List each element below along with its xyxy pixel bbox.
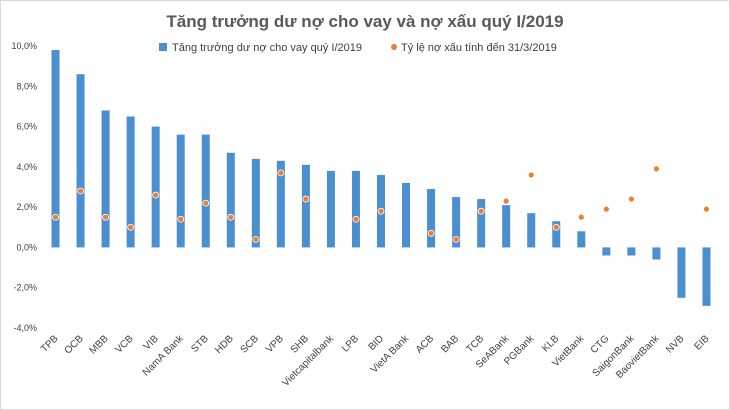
bar (627, 247, 636, 256)
category-label: TPB (39, 333, 61, 355)
data-point (277, 169, 285, 177)
y-tick-label: 6,0% (16, 122, 37, 132)
data-point (127, 223, 135, 231)
bar (326, 170, 335, 248)
category-label: TCB (464, 333, 486, 355)
legend-dot-label: Tỷ lệ nợ xấu tính đến 31/3/2019 (401, 42, 557, 54)
bar (351, 170, 360, 248)
data-point (152, 191, 160, 199)
bar (702, 247, 711, 306)
bar (201, 134, 210, 248)
data-point (102, 213, 109, 221)
bar (151, 126, 160, 248)
category-label: HDB (213, 333, 236, 356)
y-tick-label: 4,0% (16, 162, 37, 172)
legend-dot-swatch (391, 44, 397, 50)
chart-title: Tăng trưởng dư nợ cho vay và nợ xấu quý … (166, 12, 563, 31)
bar (276, 160, 285, 248)
y-axis-ticks: 10,0% 8,0% 6,0% 4,0% 2,0% 0,0% -2,0% -4,0% (11, 41, 37, 333)
data-point (452, 235, 460, 243)
category-label: BID (367, 333, 387, 353)
category-label: BAB (439, 333, 461, 355)
bar (427, 189, 436, 248)
category-label: SHB (289, 333, 312, 356)
data-point (202, 199, 210, 207)
bar (602, 247, 611, 256)
bar (126, 116, 135, 248)
data-point (52, 213, 59, 221)
category-label: LPB (340, 333, 361, 354)
data-point (653, 165, 660, 173)
data-point (552, 223, 560, 231)
bar (101, 110, 110, 248)
data-point (352, 215, 360, 223)
category-label: SCB (239, 333, 262, 356)
bar (176, 134, 185, 248)
bar (652, 247, 661, 260)
y-tick-label: 2,0% (16, 202, 37, 212)
data-point (177, 215, 185, 223)
bar (577, 231, 586, 248)
legend: Tăng trưởng dư nợ cho vay quý I/2019 Tỷ … (159, 42, 557, 54)
bar (226, 152, 235, 248)
bar (552, 221, 561, 248)
bar (402, 182, 411, 248)
data-point (602, 205, 610, 213)
y-tick-label: 8,0% (16, 81, 37, 91)
category-label: EIB (692, 333, 711, 352)
bar (502, 205, 511, 248)
bar (76, 74, 85, 248)
y-tick-label: 10,0% (11, 41, 37, 51)
category-label: STB (189, 333, 211, 355)
category-label: VIB (142, 333, 161, 352)
data-point (527, 171, 535, 179)
category-label: VCB (113, 333, 136, 356)
bar (301, 164, 310, 248)
category-label: KLB (540, 333, 561, 354)
category-label: VPB (264, 333, 286, 355)
bar (527, 213, 536, 248)
y-tick-label: -2,0% (13, 283, 37, 293)
data-point (252, 235, 260, 243)
bar (251, 158, 260, 248)
bars-group (51, 50, 711, 306)
data-point (77, 187, 84, 195)
y-tick-label: 0,0% (16, 242, 37, 252)
data-point (477, 207, 485, 215)
data-point (302, 195, 310, 203)
category-label: OCB (63, 333, 86, 356)
category-label: NVB (664, 333, 687, 356)
bar (452, 197, 461, 248)
data-point (502, 197, 510, 205)
category-label: ACB (414, 333, 437, 356)
y-tick-label: -4,0% (13, 323, 37, 333)
data-point (427, 229, 435, 237)
bar (677, 247, 686, 298)
bar (477, 199, 486, 248)
dots-group (52, 165, 710, 243)
legend-bar-swatch (159, 43, 167, 51)
data-point (627, 195, 635, 203)
data-point (577, 213, 585, 221)
data-point (377, 207, 385, 215)
legend-bar-label: Tăng trưởng dư nợ cho vay quý I/2019 (172, 42, 362, 54)
data-point (227, 213, 235, 221)
category-label: MBB (88, 333, 111, 356)
data-point (703, 205, 710, 213)
bar (51, 50, 60, 248)
